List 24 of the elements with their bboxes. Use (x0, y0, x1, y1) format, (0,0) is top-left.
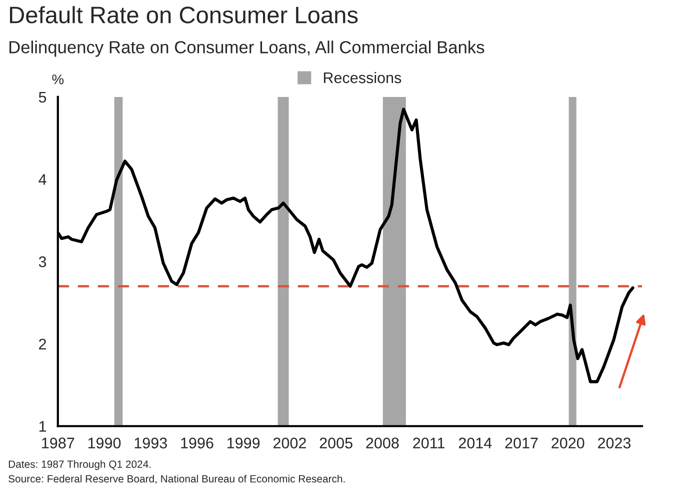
chart-title: Default Rate on Consumer Loans (10, 6, 358, 24)
text: Dates: 1987 Through Q1 2024. (8, 460, 151, 470)
y-axis-title: % (52, 74, 64, 84)
x-tick-label: 2017 (505, 438, 538, 448)
x-tick-label: 1999 (228, 438, 260, 448)
x-tick-label: 1993 (134, 438, 167, 448)
y-tick-label: 3 (38, 256, 46, 268)
x-tick-label: 2023 (598, 438, 631, 448)
x-tick-label: 2008 (366, 438, 399, 448)
x-tick-label: 1990 (88, 438, 121, 448)
x-tick-label: 2002 (273, 438, 306, 448)
x-tick-label: 1996 (181, 438, 214, 448)
source-note: Source: Federal Reserve Board, National Bureau of Economic Research. (8, 474, 345, 484)
y-tick-label: 2 (39, 338, 46, 350)
y-tick-label: 1 (39, 421, 46, 432)
x-tick-label: 2020 (552, 438, 584, 448)
x-tick-label: 2011 (413, 438, 444, 448)
chart-subtitle: Delinquency Rate on Consumer Loans, All Commercial Banks (10, 40, 484, 57)
x-tick-label: 2014 (458, 438, 492, 448)
y-tick-label: 4 (38, 174, 46, 185)
y-tick-label: 5 (38, 92, 46, 103)
x-tick-label: 1987 (42, 438, 74, 448)
x-tick-label: 2005 (320, 438, 352, 448)
legend-label: Recessions (324, 72, 402, 84)
